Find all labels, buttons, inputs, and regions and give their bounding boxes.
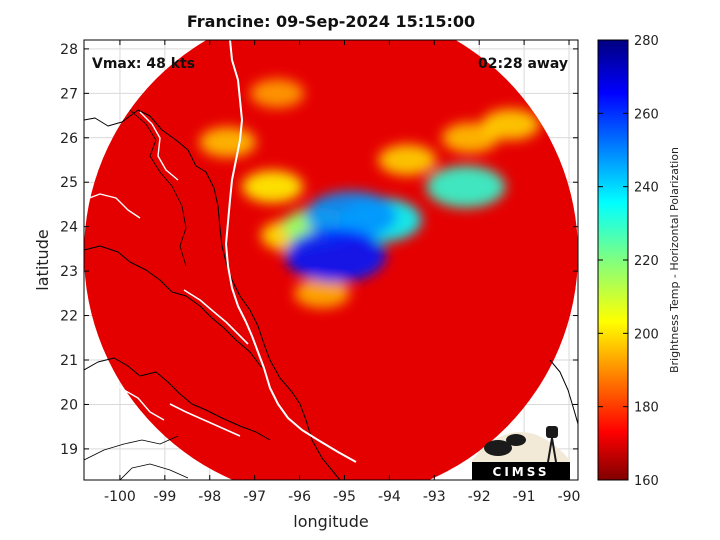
brightness-swath (84, 40, 578, 480)
x-tick-label: -96 (288, 489, 311, 505)
x-tick-label: -92 (468, 489, 491, 505)
storm-feature (242, 170, 304, 203)
y-axis-label: latitude (33, 229, 52, 290)
chart-title: Francine: 09-Sep-2024 15:15:00 (187, 12, 475, 31)
colorbar-label: Brightness Temp - Horizontal Polarizatio… (668, 147, 681, 373)
y-tick-label: 21 (60, 353, 78, 369)
x-tick-label: -93 (423, 489, 446, 505)
storm-feature (284, 228, 387, 283)
y-axis-ticks: 19 20 21 22 23 24 25 26 27 28 (60, 42, 578, 458)
colorbar-tick-label: 200 (634, 327, 659, 342)
colorbar-tick-label: 160 (634, 474, 659, 489)
cimss-logo: CIMSS (472, 426, 570, 480)
plot-area: -100 -99 -98 -97 -96 -95 -94 -93 -92 -91 -90 19 20 2… (60, 39, 580, 505)
y-tick-label: 25 (60, 175, 78, 191)
y-tick-label: 19 (60, 442, 78, 458)
x-axis-ticks: -100 -99 -98 -97 -96 -95 -94 -93 -92 -91 -90 (104, 40, 580, 505)
colorbar-tick-label: 220 (634, 254, 659, 269)
y-tick-label: 27 (60, 86, 78, 102)
storm-feature (426, 165, 506, 208)
colorbar-tick-label: 180 (634, 401, 659, 416)
y-tick-label: 22 (60, 309, 78, 325)
logo-text: CIMSS (493, 465, 550, 479)
colorbar: 160 180 200 220 240 260 280 Brightness Temp - … (597, 34, 681, 489)
time-away-annotation: 02:28 away (478, 56, 568, 72)
x-tick-label: -97 (243, 489, 266, 505)
storm-feature (305, 191, 398, 240)
y-tick-label: 26 (60, 131, 78, 147)
colorbar-tick-label: 260 (634, 107, 659, 122)
x-tick-label: -100 (104, 489, 136, 505)
x-tick-label: -98 (198, 489, 221, 505)
coastline-map (84, 40, 578, 480)
x-tick-label: -95 (333, 489, 356, 505)
storm-feature (294, 278, 350, 309)
storm-feature (199, 127, 257, 158)
x-tick-label: -91 (513, 489, 536, 505)
y-tick-label: 28 (60, 42, 78, 58)
x-tick-label: -90 (558, 489, 581, 505)
y-tick-label: 24 (60, 220, 78, 236)
y-tick-label: 20 (60, 397, 78, 413)
vmax-annotation: Vmax: 48 kts (92, 56, 195, 72)
colorbar-ticks: 160 180 200 220 240 260 280 (598, 34, 659, 489)
y-tick-label: 23 (60, 264, 78, 280)
storm-feature (378, 144, 437, 176)
storm-feature (250, 78, 305, 108)
x-tick-label: -99 (153, 489, 176, 505)
colorbar-tick-label: 280 (634, 34, 659, 49)
x-tick-label: -94 (378, 489, 401, 505)
x-axis-label: longitude (293, 512, 368, 531)
colorbar-tick-label: 240 (634, 181, 659, 196)
storm-feature (481, 108, 540, 140)
